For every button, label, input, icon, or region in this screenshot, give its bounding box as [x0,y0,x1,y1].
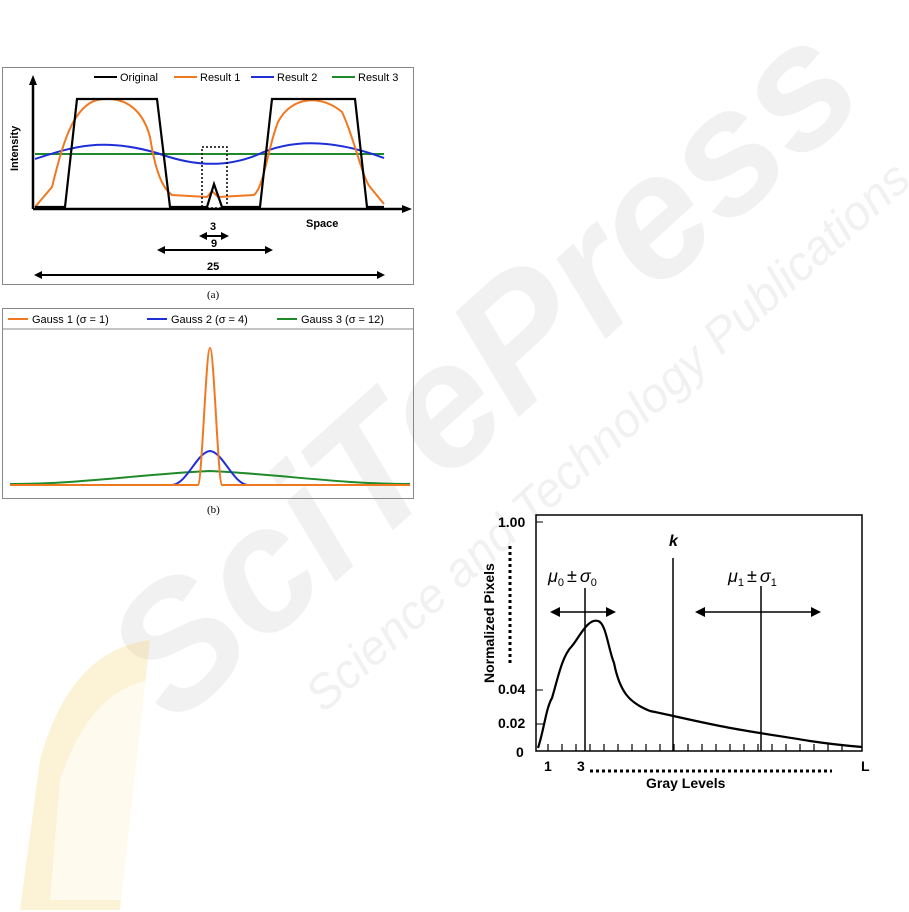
series-gauss2 [10,449,410,486]
svg-text:1.00: 1.00 [498,514,525,530]
figure-a-xlabel: Space [306,218,338,230]
figure-b: Gauss 1 (σ = 1) Gauss 2 (σ = 4) Gauss 3 … [2,308,414,500]
span-9: 9 [157,238,273,254]
watermark-logo-icon [20,640,150,910]
figure-a-highlight-box [201,146,228,209]
threshold-label: k [669,533,679,550]
svg-text:3: 3 [210,221,216,233]
mu1-label: μ1 ± σ1 [727,566,777,589]
legend-result3: Result 3 [358,72,398,84]
series-original [35,97,384,209]
figure-c-xlabel: Gray Levels [646,775,726,791]
legend-result1: Result 1 [200,72,240,84]
figure-a-caption: (a) [207,289,220,301]
svg-text:0.02: 0.02 [498,715,525,731]
figure-c-frame [535,514,863,752]
xtick-1: 1 [544,758,552,774]
series-result2 [34,142,385,165]
figure-b-caption: (b) [207,504,220,516]
legend-original: Original [120,72,158,84]
legend-gauss3: Gauss 3 (σ = 12) [301,314,384,326]
mu0-arrow [550,607,616,617]
legend-result2: Result 2 [277,72,317,84]
figure-c-yticks: 1.00 0.04 0.02 0 [498,514,543,760]
svg-text:9: 9 [211,238,217,250]
mu0-label: μ0 ± σ0 [547,566,597,589]
series-result1 [34,97,385,208]
figure-a: Original Result 1 Result 2 Result 3 Inte… [2,67,414,287]
span-3: 3 [199,221,229,240]
series-gauss1 [10,346,410,486]
series-gauss3 [9,469,411,485]
legend-gauss2: Gauss 2 (σ = 4) [171,314,248,326]
svg-text:0.04: 0.04 [498,681,525,697]
xtick-L: L [861,758,870,774]
span-25: 25 [34,261,385,279]
figure-c-xticks [547,744,843,751]
mu1-arrow [695,607,821,617]
figure-b-legend: Gauss 1 (σ = 1) Gauss 2 (σ = 4) Gauss 3 … [8,314,384,326]
figure-c-ylabel: Normalized Pixels [481,563,497,683]
figure-a-ylabel: Intensity [9,125,21,171]
figure-c: Normalized Pixels 1.00 0.04 0.02 0 [480,508,870,798]
histogram-curve [536,619,863,749]
svg-text:25: 25 [207,261,219,273]
xtick-3: 3 [577,758,585,774]
svg-text:0: 0 [516,744,524,760]
legend-gauss1: Gauss 1 (σ = 1) [32,314,109,326]
figure-a-legend: Original Result 1 Result 2 Result 3 [94,72,398,84]
